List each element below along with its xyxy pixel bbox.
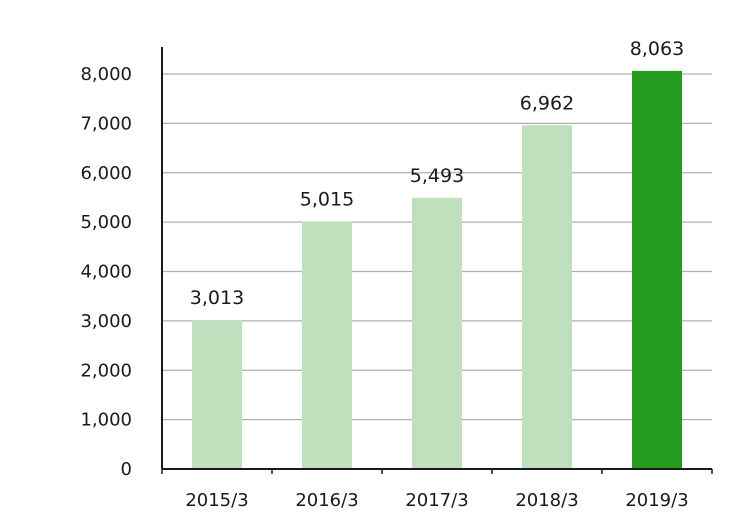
x-tick-label: 2019/3 (625, 490, 688, 511)
x-tick-label: 2017/3 (405, 490, 468, 511)
bar-2016-3 (302, 221, 352, 469)
y-tick-label: 8,000 (80, 64, 132, 85)
y-tick-label: 6,000 (80, 163, 132, 184)
y-tick-labels: 0 1,000 2,000 3,000 4,000 5,000 6,000 7,000 8,00… (80, 64, 132, 480)
x-tick-labels: 2015/3 2016/3 2017/3 2018/3 2019/3 (185, 490, 688, 511)
data-label: 5,493 (410, 165, 464, 187)
data-labels: 3,013 5,015 5,493 6,962 8,063 (190, 38, 684, 309)
bar-2018-3 (522, 125, 572, 469)
y-tick-label: 4,000 (80, 262, 132, 283)
bars (192, 70, 682, 469)
y-tick-label: 3,000 (80, 311, 132, 332)
y-tick-label: 2,000 (80, 360, 132, 381)
data-label: 3,013 (190, 287, 244, 309)
data-label: 8,063 (630, 38, 684, 60)
bar-2015-3 (192, 320, 242, 469)
y-tick-label: 7,000 (80, 113, 132, 134)
y-tick-label: 1,000 (80, 410, 132, 431)
x-tick-label: 2016/3 (295, 490, 358, 511)
y-tick-label: 5,000 (80, 212, 132, 233)
data-label: 6,962 (520, 92, 574, 114)
y-tick-label: 0 (121, 459, 132, 480)
data-label: 5,015 (300, 188, 354, 210)
x-tick-label: 2018/3 (515, 490, 578, 511)
x-tick-label: 2015/3 (185, 490, 248, 511)
bar-2017-3 (412, 197, 462, 469)
bar-2019-3 (632, 70, 682, 469)
axes (161, 47, 713, 474)
